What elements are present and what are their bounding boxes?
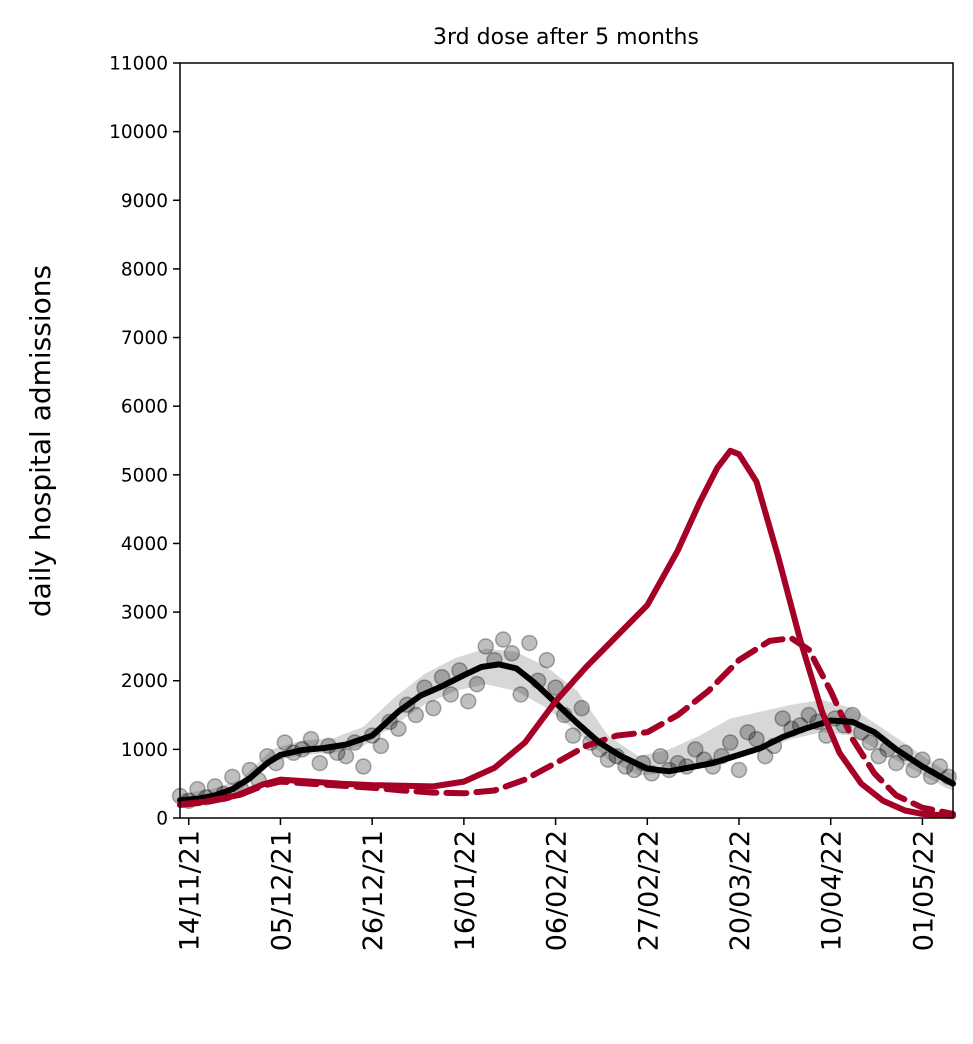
x-tick-label: 26/12/21 bbox=[358, 830, 389, 951]
y-tick-label: 11000 bbox=[109, 54, 168, 75]
y-tick-label: 9000 bbox=[121, 191, 168, 212]
y-tick-label: 1000 bbox=[121, 740, 168, 761]
chart-title: 3rd dose after 5 months bbox=[433, 25, 699, 50]
observed-point bbox=[774, 710, 791, 727]
x-tick-label: 06/02/22 bbox=[542, 830, 573, 951]
uncertainty-band bbox=[180, 648, 953, 805]
y-tick-label: 4000 bbox=[121, 534, 168, 555]
observed-point bbox=[459, 693, 477, 710]
observed-point bbox=[564, 727, 582, 744]
observed-point bbox=[722, 734, 739, 751]
y-tick-label: 10000 bbox=[109, 122, 168, 143]
x-tick-label: 10/04/22 bbox=[817, 830, 848, 951]
y-tick-label: 2000 bbox=[121, 671, 168, 692]
x-tick-label: 05/12/21 bbox=[266, 830, 297, 951]
y-tick-label: 7000 bbox=[121, 328, 168, 349]
observed-point bbox=[407, 706, 425, 724]
y-tick-label: 3000 bbox=[121, 603, 168, 624]
y-tick-label: 6000 bbox=[121, 397, 168, 418]
observed-point bbox=[870, 747, 888, 765]
observed-point bbox=[573, 699, 591, 717]
observed-point bbox=[800, 706, 818, 724]
observed-point bbox=[468, 675, 486, 693]
x-tick-label: 01/05/22 bbox=[908, 830, 939, 951]
observed-point bbox=[512, 686, 529, 703]
x-tick-label: 27/02/22 bbox=[633, 830, 664, 951]
plot-area: 0 1000 2000 3000 4000 5000 6000 7000 8000 9000 100… bbox=[109, 54, 957, 951]
observed-point bbox=[224, 768, 241, 786]
observed-point bbox=[861, 734, 879, 751]
observed-point bbox=[372, 737, 390, 755]
observed-point bbox=[730, 761, 748, 779]
x-tick-label: 20/03/22 bbox=[725, 830, 756, 951]
observed-point bbox=[442, 686, 460, 703]
observed-point bbox=[311, 754, 329, 772]
x-tick-label: 16/01/22 bbox=[450, 830, 481, 951]
observed-point bbox=[599, 751, 617, 768]
observed-point bbox=[687, 741, 704, 758]
fit-line bbox=[177, 661, 956, 804]
observed-point bbox=[739, 723, 756, 741]
axes-frame bbox=[179, 62, 954, 819]
observed-point bbox=[494, 631, 512, 648]
observed-point bbox=[521, 634, 538, 652]
observed-point bbox=[538, 651, 556, 669]
observed-point bbox=[276, 734, 294, 751]
y-tick-label: 5000 bbox=[121, 465, 168, 486]
observed-point bbox=[355, 758, 372, 775]
observed-point bbox=[887, 754, 905, 772]
scenario-line-solid bbox=[177, 447, 956, 819]
y-tick-label: 8000 bbox=[121, 259, 168, 280]
observed-point bbox=[503, 645, 521, 662]
y-axis-label: daily hospital admissions bbox=[24, 265, 57, 617]
y-tick-label: 0 bbox=[156, 809, 168, 830]
observed-point bbox=[477, 638, 494, 655]
observed-point bbox=[425, 699, 442, 717]
x-tick-label: 14/11/21 bbox=[175, 830, 206, 951]
observed-point bbox=[302, 730, 320, 748]
observed-point bbox=[652, 747, 669, 765]
observed-point bbox=[547, 679, 564, 696]
observed-point bbox=[390, 720, 407, 738]
observed-point bbox=[337, 747, 355, 765]
